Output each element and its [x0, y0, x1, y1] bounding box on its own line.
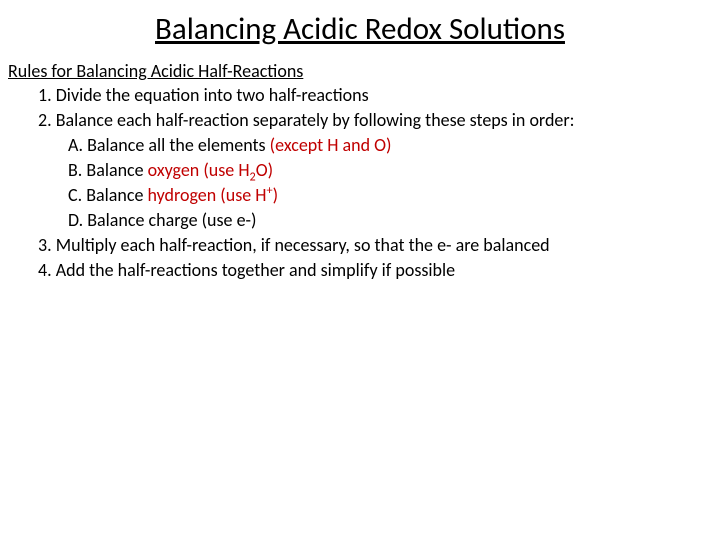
rule-2b-highlight: oxygen (use H2O) — [148, 159, 273, 181]
rule-2c: C. Balance hydrogen (use H+) — [68, 184, 720, 207]
rule-1: 1. Divide the equation into two half-rea… — [38, 84, 720, 107]
rule-2: 2. Balance each half-reaction separately… — [38, 109, 720, 132]
rule-2d: D. Balance charge (use e-) — [68, 209, 720, 232]
rule-2a-highlight: (except H and O) — [270, 134, 392, 156]
rule-2c-highlight: hydrogen (use H+) — [147, 184, 278, 206]
rule-3: 3. Multiply each half-reaction, if neces… — [38, 234, 720, 257]
rule-2a: A. Balance all the elements (except H an… — [68, 134, 720, 157]
rule-2b-text: B. Balance — [68, 159, 148, 181]
rule-2c-text: C. Balance — [68, 184, 147, 206]
rule-2b: B. Balance oxygen (use H2O) — [68, 159, 720, 182]
rule-4: 4. Add the half-reactions together and s… — [38, 259, 720, 282]
subheading: Rules for Balancing Acidic Half-Reaction… — [8, 60, 720, 82]
page-title: Balancing Acidic Redox Solutions — [0, 10, 720, 48]
rule-2a-text: A. Balance all the elements — [68, 134, 270, 156]
